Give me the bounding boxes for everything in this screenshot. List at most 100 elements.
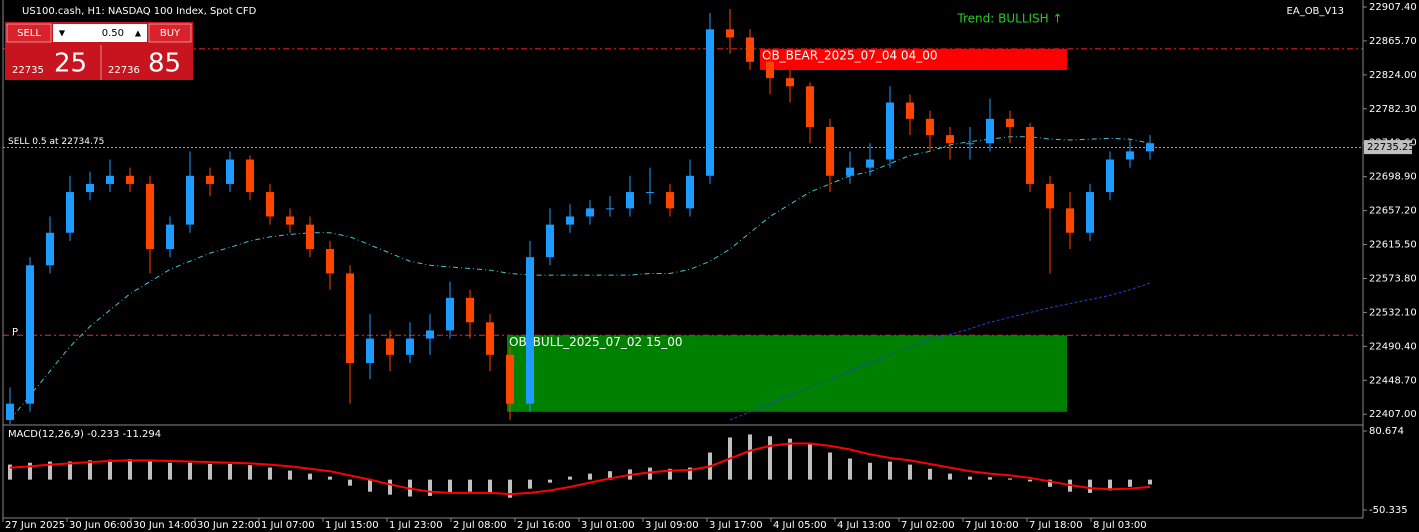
- x-tick-label: 8 Jul 03:00: [1093, 520, 1147, 531]
- macd-bar: [648, 467, 652, 480]
- buy-button[interactable]: [148, 23, 192, 43]
- candle-body: [646, 192, 654, 194]
- macd-bar: [128, 459, 132, 480]
- candle-body: [706, 29, 714, 176]
- candle-body: [786, 78, 794, 87]
- y-tick-label: 22490.40: [1369, 341, 1417, 352]
- macd-bar: [668, 468, 672, 480]
- y-tick-label: 22865.70: [1369, 36, 1417, 47]
- macd-bar: [1048, 479, 1052, 487]
- macd-tick-label: 80.674: [1369, 426, 1404, 437]
- y-tick-label: 22615.50: [1369, 240, 1417, 251]
- candle-body: [426, 330, 434, 339]
- x-tick-label: 3 Jul 17:00: [709, 520, 763, 531]
- y-tick-label: 22907.40: [1369, 2, 1417, 13]
- zone-box: [507, 335, 1067, 412]
- macd-bar: [48, 461, 52, 480]
- candle-body: [906, 102, 914, 119]
- candle-body: [106, 175, 114, 184]
- x-tick-label: 4 Jul 13:00: [837, 520, 891, 531]
- macd-bar: [508, 479, 512, 498]
- candle-body: [466, 297, 474, 323]
- x-tick-label: 27 Jun 2025: [5, 520, 65, 531]
- candle-body: [1046, 183, 1054, 209]
- candle-body: [1106, 159, 1114, 193]
- candle-body: [586, 208, 594, 217]
- price-panel: OB_BEAR_2025_07_04 04_00 OB_BULL_2025_07_…: [3, 8, 1363, 424]
- candle-body: [266, 192, 274, 217]
- ask-small: 85: [148, 49, 181, 79]
- candle-body: [986, 118, 994, 144]
- macd-bar: [848, 458, 852, 480]
- candle-body: [1066, 208, 1074, 233]
- moving-average: [729, 282, 1151, 421]
- macd-bar: [468, 479, 472, 492]
- candle-body: [666, 192, 674, 209]
- candle-body: [546, 224, 554, 258]
- sell-button[interactable]: [6, 23, 52, 43]
- x-tick-label: 7 Jul 18:00: [1029, 520, 1083, 531]
- macd-bar: [1108, 479, 1112, 491]
- buy-label: BUY: [160, 28, 181, 39]
- candle-body: [626, 192, 634, 209]
- macd-bar: [688, 467, 692, 480]
- x-tick-label: 30 Jun 06:00: [69, 520, 133, 531]
- candle-body: [386, 338, 394, 355]
- candle-body: [66, 192, 74, 233]
- macd-bar: [608, 471, 612, 480]
- macd-bar: [828, 452, 832, 480]
- candle-body: [806, 86, 814, 127]
- zone-label: OB_BEAR_2025_07_04 04_00: [762, 48, 937, 62]
- sell-label: SELL: [17, 28, 41, 39]
- lot-down[interactable]: ▼: [59, 29, 66, 38]
- y-tick-label: 22698.90: [1369, 172, 1417, 183]
- macd-bar: [868, 462, 872, 480]
- x-tick-label: 1 Jul 07:00: [261, 520, 315, 531]
- x-tick-label: 3 Jul 01:00: [581, 520, 635, 531]
- candle-body: [306, 224, 314, 250]
- macd-bar: [1128, 479, 1132, 487]
- y-tick-label: 22448.70: [1369, 375, 1417, 386]
- candle-body: [326, 249, 334, 274]
- candle-body: [86, 183, 94, 193]
- x-tick-label: 2 Jul 16:00: [517, 520, 571, 531]
- candle-body: [486, 322, 494, 355]
- macd-bar: [548, 479, 552, 483]
- candle-body: [126, 175, 134, 184]
- macd-bar: [288, 470, 292, 480]
- macd-bar: [768, 436, 772, 480]
- candle-body: [1026, 126, 1034, 184]
- y-tick-label: 22407.00: [1369, 409, 1417, 420]
- price-tag: [1364, 140, 1412, 155]
- candle-body: [6, 403, 14, 420]
- bid-big: 22735: [12, 65, 44, 76]
- macd-bar: [528, 479, 532, 489]
- x-tick-label: 7 Jul 02:00: [901, 520, 955, 531]
- candle-body: [146, 183, 154, 250]
- macd-bar: [88, 460, 92, 480]
- candle-body: [1086, 192, 1094, 233]
- macd-bar: [248, 465, 252, 480]
- candle-body: [366, 338, 374, 363]
- macd-bar: [388, 479, 392, 495]
- lot-value: 0.50: [102, 28, 124, 39]
- candle-body: [286, 216, 294, 225]
- candle-body: [406, 338, 414, 355]
- x-tick-label: 30 Jun 14:00: [133, 520, 197, 531]
- macd-bar: [588, 473, 592, 480]
- y-tick-label: 22824.00: [1369, 70, 1417, 81]
- candle-body: [206, 175, 214, 184]
- lot-input[interactable]: [53, 24, 147, 42]
- candle-body: [846, 167, 854, 176]
- macd-bar: [488, 479, 492, 493]
- trade-panel: SELL ▼ ▲ 0.50 BUY 22735 25 22736 85: [5, 22, 193, 80]
- lot-up[interactable]: ▲: [135, 29, 142, 38]
- x-tick-label: 1 Jul 23:00: [389, 520, 443, 531]
- macd-bar: [748, 434, 752, 480]
- macd-panel: [8, 434, 1152, 498]
- x-tick-label: 2 Jul 08:00: [453, 520, 507, 531]
- x-tick-label: 4 Jul 05:00: [773, 520, 827, 531]
- price-tag-label: 22735.25: [1367, 142, 1415, 153]
- candle-body: [826, 126, 834, 176]
- macd-bar: [1028, 479, 1032, 482]
